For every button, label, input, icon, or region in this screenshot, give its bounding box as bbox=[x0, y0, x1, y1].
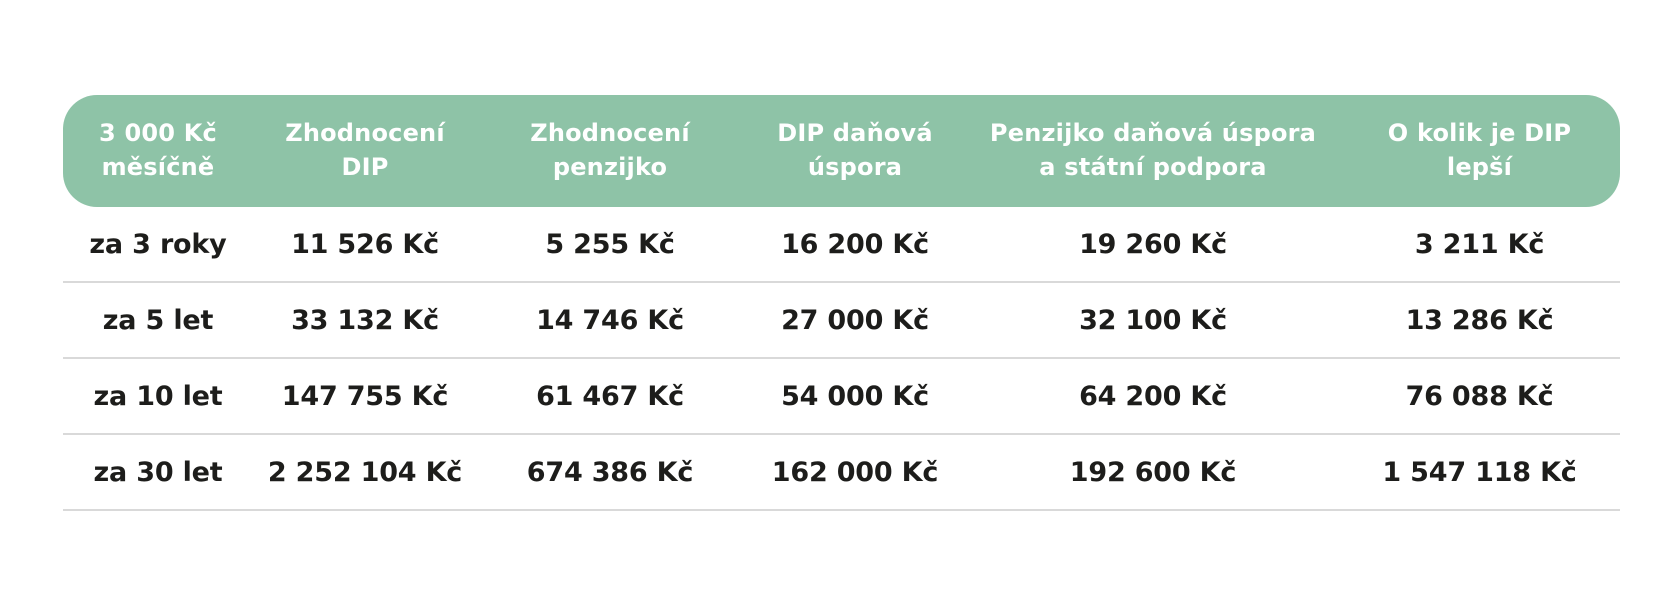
table-cell: 19 260 Kč bbox=[1079, 228, 1227, 260]
table-cell: 27 000 Kč bbox=[781, 304, 929, 336]
table-cell: 1 547 118 Kč bbox=[1382, 456, 1577, 488]
table-cell: 674 386 Kč bbox=[526, 456, 694, 488]
table-cell: 13 286 Kč bbox=[1405, 304, 1554, 336]
column-header-penzijko-growth: Zhodnocení penzijko bbox=[530, 119, 690, 181]
table-cell: 162 000 Kč bbox=[771, 456, 939, 488]
column-header-monthly-amount: 3 000 Kč měsíčně bbox=[99, 119, 217, 181]
table-cell: 147 755 Kč bbox=[281, 380, 449, 412]
column-header-dip-growth: Zhodnocení DIP bbox=[285, 119, 445, 181]
table-cell: 192 600 Kč bbox=[1069, 456, 1237, 488]
row-label: za 3 roky bbox=[89, 228, 227, 260]
table-cell: 2 252 104 Kč bbox=[267, 456, 463, 488]
table-header-row: 3 000 Kč měsíčně Zhodnocení DIP Zhodnoce… bbox=[63, 95, 1620, 207]
dip-vs-penzijko-table: 3 000 Kč měsíčně Zhodnocení DIP Zhodnoce… bbox=[63, 95, 1620, 511]
table-cell: 14 746 Kč bbox=[536, 304, 684, 336]
column-header-dip-tax-saving: DIP daňová úspora bbox=[777, 119, 933, 181]
table-cell: 3 211 Kč bbox=[1414, 228, 1545, 260]
table-cell: 61 467 Kč bbox=[536, 380, 684, 412]
column-header-dip-advantage: O kolik je DIP lepší bbox=[1387, 119, 1572, 181]
table-cell: 64 200 Kč bbox=[1079, 380, 1227, 412]
table-row: za 30 let 2 252 104 Kč 674 386 Kč 162 00… bbox=[63, 435, 1620, 511]
table-cell: 16 200 Kč bbox=[781, 228, 929, 260]
column-header-penzijko-tax-saving: Penzijko daňová úspora a státní podpora bbox=[989, 119, 1317, 181]
table-cell: 32 100 Kč bbox=[1079, 304, 1227, 336]
row-label: za 10 let bbox=[93, 380, 223, 412]
row-label: za 5 let bbox=[102, 304, 214, 336]
table-cell: 54 000 Kč bbox=[781, 380, 929, 412]
table-row: za 3 roky 11 526 Kč 5 255 Kč 16 200 Kč 1… bbox=[63, 207, 1620, 283]
table-cell: 76 088 Kč bbox=[1405, 380, 1554, 412]
table-row: za 5 let 33 132 Kč 14 746 Kč 27 000 Kč 3… bbox=[63, 283, 1620, 359]
table-cell: 33 132 Kč bbox=[291, 304, 439, 336]
table-cell: 5 255 Kč bbox=[545, 228, 675, 260]
table-row: za 10 let 147 755 Kč 61 467 Kč 54 000 Kč… bbox=[63, 359, 1620, 435]
table-cell: 11 526 Kč bbox=[291, 228, 439, 260]
row-label: za 30 let bbox=[93, 456, 223, 488]
